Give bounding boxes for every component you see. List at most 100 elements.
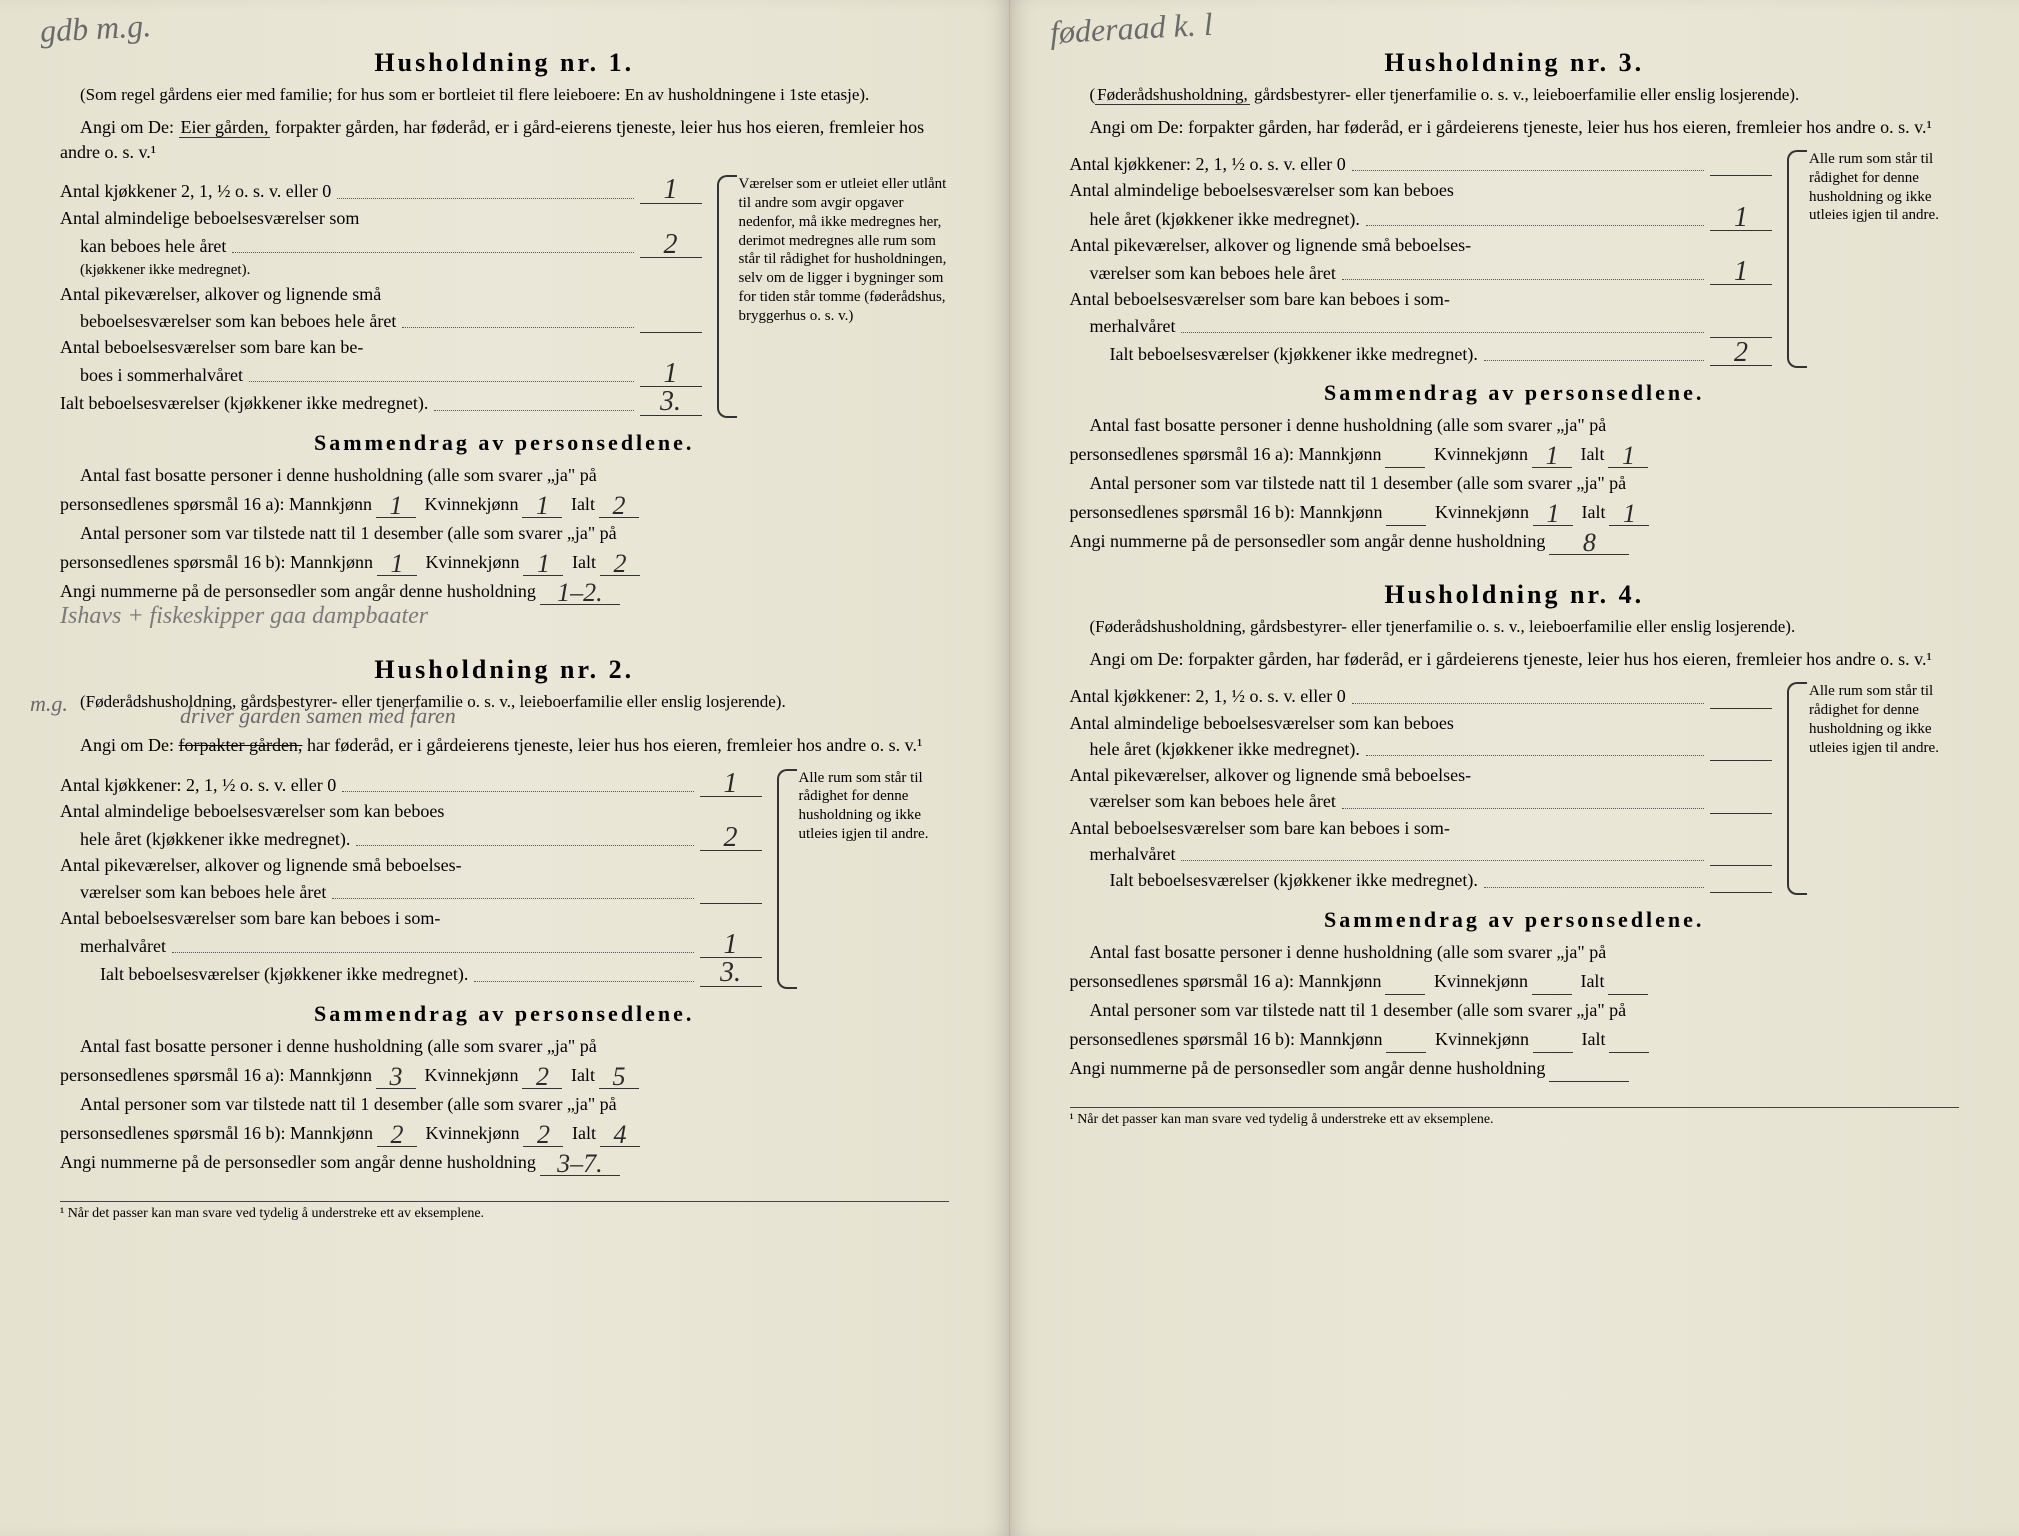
- h1-r4b: boes i sommerhalvåret: [80, 363, 243, 387]
- dots: [474, 981, 693, 982]
- brace-icon: [1787, 682, 1807, 894]
- h1-rows-block: Antal kjøkkener 2, 1, ½ o. s. v. eller 0…: [60, 175, 949, 417]
- h1-s4-m: 1: [377, 554, 417, 576]
- h2-r4b: merhalvåret: [80, 934, 166, 958]
- h1-r2a: Antal almindelige beboelsesværelser som: [60, 206, 359, 230]
- h4-s1: Antal fast bosatte personer i denne hush…: [1070, 939, 1960, 966]
- label-ialt: Ialt: [572, 1123, 596, 1143]
- h1-r3b: beboelsesværelser som kan beboes hele år…: [80, 309, 396, 333]
- h3-rows-block: Antal kjøkkener: 2, 1, ½ o. s. v. eller …: [1070, 150, 1960, 368]
- h3-r5: Ialt beboelsesværelser (kjøkkener ikke m…: [1110, 342, 1478, 366]
- label-16a: personsedlenes spørsmål 16 a):: [1070, 971, 1294, 991]
- h2-intro: (Føderådshusholdning, gårdsbestyrer- ell…: [60, 691, 949, 714]
- h3-r3b: værelser som kan beboes hele året: [1090, 261, 1336, 285]
- h4-v3: [1710, 813, 1772, 814]
- label-kvinne: Kvinnekjønn: [1435, 502, 1529, 522]
- h3-s4-i: 1: [1609, 504, 1649, 526]
- label-kvinne: Kvinnekjønn: [425, 552, 519, 572]
- h1-s5-row: Angi nummerne på de personsedler som ang…: [60, 578, 949, 605]
- dots: [434, 410, 633, 411]
- dots: [172, 952, 694, 953]
- h2-v2: 2: [700, 825, 762, 851]
- h1-s2-m: 1: [376, 496, 416, 518]
- h1-s2: personsedlenes spørsmål 16 a): Mannkjønn…: [60, 491, 949, 518]
- h2-s5-row: Angi nummerne på de personsedler som ang…: [60, 1149, 949, 1176]
- h4-r3a: Antal pikeværelser, alkover og lignende …: [1070, 763, 1472, 787]
- label-mann: Mannkjønn: [1299, 1029, 1382, 1049]
- h3-r1: Antal kjøkkener: 2, 1, ½ o. s. v. eller …: [1070, 152, 1346, 176]
- h3-intro: (Føderådshusholdning, gårdsbestyrer- ell…: [1070, 84, 1960, 107]
- dots: [1352, 170, 1704, 171]
- h1-r5: Ialt beboelsesværelser (kjøkkener ikke m…: [60, 391, 428, 415]
- h4-r4a: Antal beboelsesværelser som bare kan beb…: [1070, 816, 1450, 840]
- h2-side-text: Alle rum som står til rådighet for denne…: [799, 770, 929, 842]
- dots: [1181, 860, 1704, 861]
- h2-v1: 1: [700, 771, 762, 797]
- h1-v3: [640, 332, 702, 333]
- h1-summary-title: Sammendrag av personsedlene.: [60, 430, 949, 456]
- h3-s2: personsedlenes spørsmål 16 a): Mannkjønn…: [1070, 441, 1960, 468]
- label-mann: Mannkjønn: [290, 1123, 373, 1143]
- h1-s2-k: 1: [522, 496, 562, 518]
- h3-s4: personsedlenes spørsmål 16 b): Mannkjønn…: [1070, 499, 1960, 526]
- h2-angi-pre: Angi om De:: [80, 735, 179, 755]
- dots: [1366, 755, 1704, 756]
- h2-s5: Angi nummerne på de personsedler som ang…: [60, 1152, 536, 1172]
- h2-v4: 1: [700, 932, 762, 958]
- h1-s4-k: 1: [523, 554, 563, 576]
- h2-rows-block: Antal kjøkkener: 2, 1, ½ o. s. v. eller …: [60, 769, 949, 989]
- h3-v3: 1: [1710, 259, 1772, 285]
- h4-v1: [1710, 708, 1772, 709]
- label-kvinne: Kvinnekjønn: [1434, 444, 1528, 464]
- h4-s2-k: [1532, 994, 1572, 995]
- h2-v5: 3.: [700, 960, 762, 986]
- label-16a: personsedlenes spørsmål 16 a):: [1070, 444, 1294, 464]
- h3-s5-row: Angi nummerne på de personsedler som ang…: [1070, 528, 1960, 555]
- h2-title: Husholdning nr. 2.: [60, 655, 949, 685]
- h4-rows-block: Antal kjøkkener: 2, 1, ½ o. s. v. eller …: [1070, 682, 1960, 894]
- h1-s5: Angi nummerne på de personsedler som ang…: [60, 581, 536, 601]
- h3-s3: Antal personer som var tilstede natt til…: [1070, 470, 1960, 497]
- h4-r4b: merhalvåret: [1090, 842, 1176, 866]
- section-husholdning-3: Husholdning nr. 3. (Føderådshusholdning,…: [1070, 48, 1960, 555]
- h1-rows: Antal kjøkkener 2, 1, ½ o. s. v. eller 0…: [60, 175, 702, 417]
- h2-s5-v: 3–7.: [540, 1154, 620, 1176]
- h4-v4: [1710, 865, 1772, 866]
- h1-r3a: Antal pikeværelser, alkover og lignende …: [60, 282, 381, 306]
- h3-r4b: merhalvåret: [1090, 314, 1176, 338]
- h4-s4-m: [1386, 1052, 1426, 1053]
- h2-s4-i: 4: [600, 1125, 640, 1147]
- dots: [1352, 703, 1704, 704]
- dots: [1484, 887, 1704, 888]
- h3-r3a: Antal pikeværelser, alkover og lignende …: [1070, 233, 1472, 257]
- h3-s5: Angi nummerne på de personsedler som ang…: [1070, 531, 1546, 551]
- label-ialt: Ialt: [1581, 1029, 1605, 1049]
- h3-r2a: Antal almindelige beboelsesværelser som …: [1070, 178, 1454, 202]
- h3-intro-under: Føderådshusholdning,: [1095, 85, 1250, 105]
- h4-r5: Ialt beboelsesværelser (kjøkkener ikke m…: [1110, 868, 1478, 892]
- h1-angi-under: Eier gården,: [179, 117, 271, 138]
- h1-r2b: kan beboes hele året: [80, 234, 226, 258]
- h4-r2b: hele året (kjøkkener ikke medregnet).: [1090, 737, 1360, 761]
- dots: [1484, 360, 1704, 361]
- h2-s2-k: 2: [522, 1067, 562, 1089]
- h1-scribble: Ishavs + fiskeskipper gaa dampbaater: [60, 603, 949, 630]
- h3-side-note: Alle rum som står til rådighet for denne…: [1787, 150, 1959, 368]
- h3-r4a: Antal beboelsesværelser som bare kan beb…: [1070, 287, 1450, 311]
- dots: [1181, 332, 1704, 333]
- h2-summary-title: Sammendrag av personsedlene.: [60, 1001, 949, 1027]
- h4-summary-title: Sammendrag av personsedlene.: [1070, 907, 1960, 933]
- hand-annotation-top-right: føderaad k. l: [1049, 6, 1213, 51]
- h4-side-note: Alle rum som står til rådighet for denne…: [1787, 682, 1959, 894]
- h1-r4a: Antal beboelsesværelser som bare kan be-: [60, 335, 363, 359]
- dots: [1342, 808, 1704, 809]
- brace-icon: [1787, 150, 1807, 368]
- h2-r3a: Antal pikeværelser, alkover og lignende …: [60, 853, 462, 877]
- label-ialt: Ialt: [571, 494, 595, 514]
- left-footnote: ¹ Når det passer kan man svare ved tydel…: [60, 1201, 949, 1222]
- h2-v3: [700, 903, 762, 904]
- h4-s5-v: [1549, 1081, 1629, 1082]
- label-16b: personsedlenes spørsmål 16 b):: [60, 1123, 285, 1143]
- h1-s3: Antal personer som var tilstede natt til…: [60, 520, 949, 547]
- h2-r2a: Antal almindelige beboelsesværelser som …: [60, 799, 444, 823]
